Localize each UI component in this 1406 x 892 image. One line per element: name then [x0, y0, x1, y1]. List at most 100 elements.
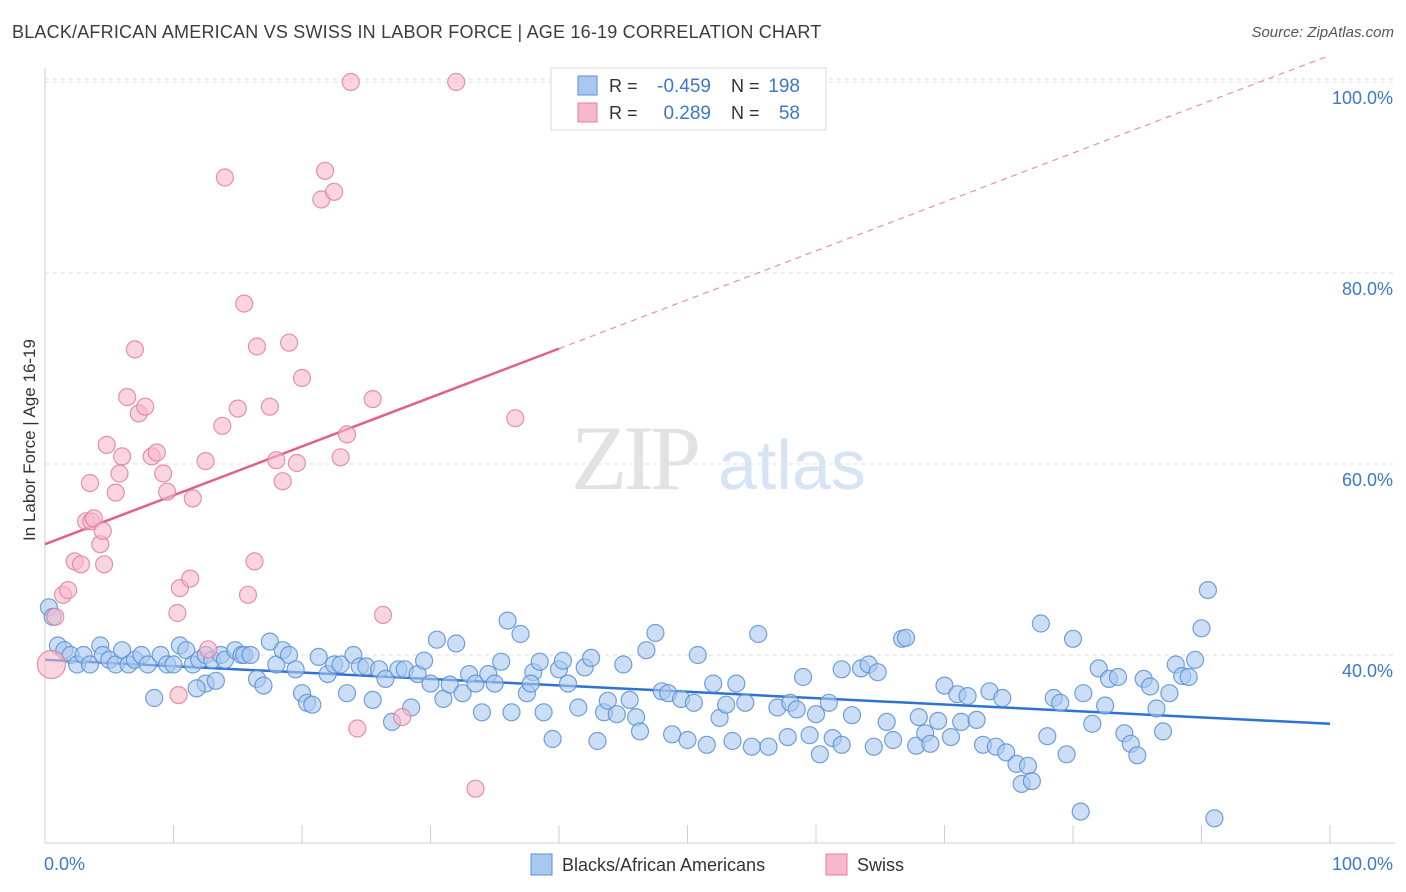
point-blacks — [742, 737, 761, 756]
point-swiss — [325, 182, 344, 201]
point-blacks — [1022, 771, 1042, 791]
y-tick-label: 60.0% — [1342, 470, 1393, 490]
series-swatch-blacks — [530, 853, 553, 876]
point-swiss — [125, 340, 144, 359]
point-blacks — [1205, 809, 1224, 828]
y-tick-label: 40.0% — [1342, 661, 1393, 681]
point-swiss — [337, 425, 357, 444]
series-legend: Blacks/African Americans Swiss — [530, 853, 904, 876]
point-blacks — [1147, 699, 1166, 718]
point-blacks — [952, 712, 971, 732]
point-blacks — [868, 663, 887, 682]
point-swiss — [273, 472, 292, 491]
point-blacks — [530, 652, 549, 671]
point-blacks — [511, 624, 530, 644]
point-blacks — [620, 690, 639, 710]
point-blacks — [569, 698, 588, 717]
point-blacks — [787, 700, 806, 719]
point-blacks — [967, 710, 986, 730]
point-blacks — [704, 674, 723, 693]
point-blacks — [1057, 745, 1076, 764]
watermark-atlas: atlas — [718, 426, 866, 504]
point-blacks — [958, 686, 977, 706]
point-swiss — [118, 388, 137, 407]
point-blacks — [806, 705, 826, 724]
point-blacks — [909, 707, 928, 727]
point-blacks — [877, 712, 896, 732]
legend-r-label-1: R = — [609, 76, 638, 96]
point-blacks — [558, 674, 578, 693]
point-blacks — [1018, 756, 1038, 775]
legend-n-label-1: N = — [731, 76, 760, 96]
legend-r-value-1: -0.459 — [657, 76, 711, 97]
axes — [44, 68, 1395, 844]
point-blacks — [1108, 667, 1128, 687]
point-blacks — [832, 735, 851, 754]
point-blacks — [187, 679, 206, 698]
point-swiss — [112, 447, 132, 466]
point-blacks — [800, 726, 819, 745]
point-blacks — [453, 684, 472, 703]
point-blacks — [1140, 677, 1160, 696]
point-blacks — [736, 693, 755, 712]
point-swiss — [46, 607, 65, 626]
legend-n-value-1: 198 — [768, 76, 800, 97]
point-swiss — [136, 397, 155, 416]
y-tick-label: 80.0% — [1342, 279, 1393, 299]
point-blacks — [997, 743, 1016, 762]
point-swiss — [260, 397, 279, 416]
point-blacks — [376, 669, 395, 689]
point-blacks — [935, 676, 954, 695]
point-swiss — [247, 337, 267, 356]
data-points — [36, 72, 1224, 828]
point-swiss — [245, 552, 264, 571]
point-blacks — [1160, 684, 1179, 703]
point-blacks — [286, 660, 305, 679]
trend-lines — [44, 54, 1331, 726]
point-swiss — [280, 333, 299, 352]
point-blacks — [303, 695, 322, 714]
point-blacks — [581, 648, 601, 668]
point-swiss — [183, 489, 202, 508]
point-swiss — [110, 464, 129, 483]
point-swiss — [94, 555, 114, 574]
point-blacks — [749, 624, 768, 644]
point-swiss — [80, 474, 100, 493]
legend-swatch-blue — [577, 75, 598, 96]
point-blacks — [363, 690, 382, 710]
watermark-zip: ZIP — [571, 407, 698, 509]
correlation-legend: R = -0.459 N = 198 R = 0.289 N = 58 — [550, 67, 827, 131]
point-blacks — [331, 655, 350, 674]
legend-r-value-2: 0.289 — [663, 103, 711, 124]
trend-line-swiss-extension — [558, 54, 1331, 350]
x-tick-label: 0.0% — [44, 854, 85, 874]
point-swiss — [71, 555, 91, 574]
point-swiss — [331, 448, 350, 467]
point-swiss — [84, 509, 103, 528]
point-blacks — [1038, 727, 1057, 746]
point-blacks — [1051, 693, 1070, 712]
point-blacks — [607, 705, 626, 724]
legend-r-label-2: R = — [609, 103, 638, 123]
legend-n-label-2: N = — [731, 103, 760, 123]
point-blacks — [921, 734, 940, 753]
grid-lines — [45, 78, 1395, 656]
point-blacks — [145, 688, 164, 708]
point-blacks — [1128, 746, 1147, 765]
point-swiss — [348, 719, 367, 738]
point-blacks — [810, 745, 830, 764]
legend-swatch-pink — [577, 102, 598, 123]
point-blacks — [941, 727, 961, 747]
point-swiss — [393, 707, 412, 727]
tick-labels: 40.0% 60.0% 80.0% 100.0% 0.0% 100.0% — [44, 88, 1393, 874]
point-swiss — [93, 521, 112, 541]
point-blacks — [1192, 619, 1211, 638]
x-tick-label: 100.0% — [1332, 854, 1393, 874]
point-blacks — [337, 684, 357, 703]
point-blacks — [485, 674, 504, 693]
point-blacks — [842, 706, 862, 725]
watermark: ZIP atlas — [571, 407, 866, 509]
point-swiss — [292, 368, 312, 388]
point-swiss — [147, 443, 166, 462]
